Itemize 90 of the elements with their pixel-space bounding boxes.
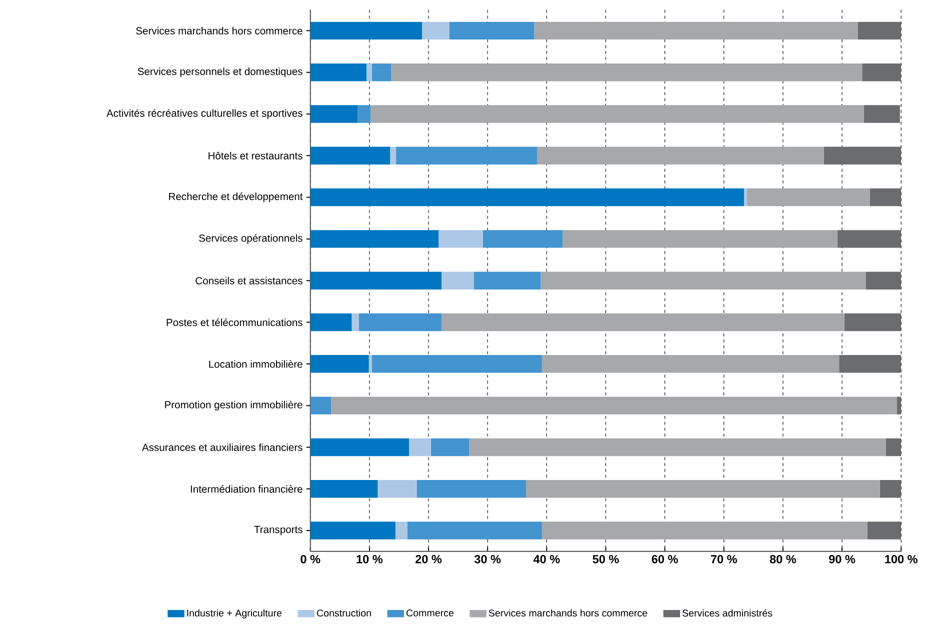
bar xyxy=(449,22,534,40)
bar xyxy=(482,230,563,248)
bar xyxy=(858,22,902,40)
bar xyxy=(880,480,902,498)
y-tick-label: Conseils et assistances xyxy=(196,276,302,284)
legend-label: Construction xyxy=(316,609,371,616)
bar xyxy=(310,522,396,540)
bar xyxy=(526,480,880,498)
y-tick-label: Assurances et auxiliaires financiers xyxy=(142,443,302,451)
bar xyxy=(866,272,902,290)
y-tick-label: Hôtels et restaurants xyxy=(208,152,302,160)
bar xyxy=(366,63,372,82)
bar xyxy=(562,230,838,248)
bar xyxy=(870,188,902,206)
bar xyxy=(864,105,900,123)
bar xyxy=(896,396,902,414)
x-tick-label: 20 % xyxy=(416,554,442,564)
bar xyxy=(368,354,372,373)
bar xyxy=(390,146,396,164)
bar xyxy=(310,354,369,373)
bar xyxy=(442,313,844,332)
bar xyxy=(422,22,450,40)
y-tick-label: Activités récréatives culturelles et sportives xyxy=(106,109,302,119)
bar xyxy=(310,438,410,456)
bar xyxy=(442,272,474,290)
bar xyxy=(310,146,390,164)
bar xyxy=(409,438,431,456)
bar xyxy=(310,188,744,206)
bar xyxy=(391,63,862,82)
bar xyxy=(372,354,542,373)
legend-label: Industrie + Agriculture xyxy=(187,609,282,618)
x-tick-label: 0 % xyxy=(300,554,320,564)
bar xyxy=(407,522,542,540)
bar xyxy=(310,480,378,498)
x-tick-label: 10 % xyxy=(356,554,383,564)
bar xyxy=(862,63,902,82)
bar xyxy=(372,63,392,82)
bar xyxy=(837,230,902,248)
bar xyxy=(370,105,864,123)
x-tick-label: 80 % xyxy=(770,554,796,564)
bar xyxy=(886,438,902,456)
bar xyxy=(310,105,358,123)
bar xyxy=(867,522,902,540)
bar xyxy=(310,313,352,332)
y-tick-label: Services marchands hors commerce xyxy=(136,26,302,34)
bar xyxy=(542,354,840,373)
bar xyxy=(844,313,902,332)
x-tick-label: 70 % xyxy=(710,554,737,564)
bar xyxy=(378,480,417,498)
y-tick-label: Intermédiation financière xyxy=(190,484,302,493)
y-tick-label: Postes et télécommunications xyxy=(166,318,302,326)
bar xyxy=(352,313,359,332)
bar xyxy=(746,188,870,206)
legend-label: Services marchands hors commerce xyxy=(488,609,648,616)
bar xyxy=(537,146,824,164)
bar xyxy=(474,272,541,290)
bar xyxy=(469,438,886,456)
y-tick-label: Transports xyxy=(254,526,302,536)
bar xyxy=(744,188,747,206)
bar xyxy=(416,480,526,498)
bar xyxy=(310,230,439,248)
bar xyxy=(540,272,866,290)
bar xyxy=(534,22,858,40)
y-tick-label: Location immobilière xyxy=(209,360,302,368)
bar xyxy=(438,230,483,248)
x-tick-label: 30 % xyxy=(474,554,501,564)
bar xyxy=(310,272,442,290)
bar xyxy=(824,146,902,164)
legend-label: Services administrés xyxy=(682,609,772,616)
bar xyxy=(358,313,442,332)
bar xyxy=(358,105,371,123)
bar xyxy=(430,438,470,456)
bar xyxy=(310,22,422,40)
x-tick-label: 90 % xyxy=(829,554,856,564)
bar xyxy=(395,522,408,540)
bar xyxy=(542,522,868,540)
bar xyxy=(310,63,366,82)
y-tick-label: Recherche et développement xyxy=(169,192,303,202)
y-tick-label: Promotion gestion immobilière xyxy=(165,400,302,410)
bar xyxy=(839,354,902,373)
x-tick-label: 50 % xyxy=(592,554,619,564)
bar xyxy=(331,396,897,414)
bar xyxy=(310,396,332,414)
y-tick-label: Services personnels et domestiques xyxy=(138,67,302,78)
x-tick-label: 60 % xyxy=(652,554,678,564)
x-tick-label: 100 % xyxy=(885,554,918,564)
bar xyxy=(396,146,538,164)
y-tick-label: Services opérationnels xyxy=(199,234,302,244)
legend-label: Commerce xyxy=(406,609,454,616)
x-tick-label: 40 % xyxy=(533,554,560,564)
